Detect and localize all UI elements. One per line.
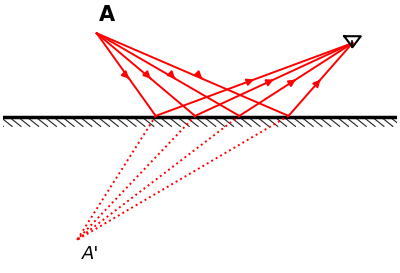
Text: A': A' (82, 245, 99, 263)
Text: A: A (99, 5, 115, 25)
